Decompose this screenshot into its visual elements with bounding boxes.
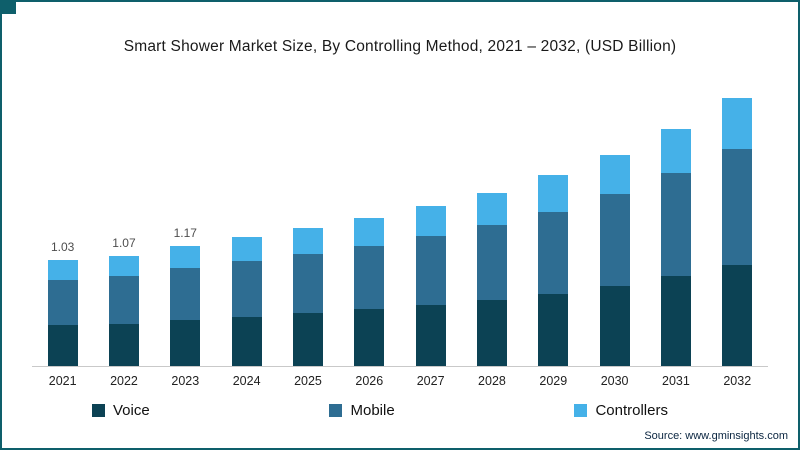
x-tick-2029: 2029 [539, 374, 568, 388]
segment-controllers [47, 259, 78, 280]
legend-swatch-icon [92, 404, 105, 417]
segment-voice [354, 309, 385, 366]
bar-2025 [292, 72, 323, 366]
source-attribution: Source: www.gminsights.com [644, 430, 788, 442]
segment-mobile [722, 148, 753, 266]
bar-stack [354, 217, 385, 366]
segment-controllers [231, 237, 262, 261]
legend-item-mobile: Mobile [329, 402, 395, 419]
x-tick-2028: 2028 [478, 374, 506, 388]
corner-decoration [2, 2, 16, 14]
segment-voice [538, 293, 569, 366]
bar-stack [170, 245, 201, 366]
segment-controllers [599, 154, 630, 195]
segment-voice [47, 324, 78, 366]
legend-label: Controllers [595, 402, 668, 419]
segment-controllers [354, 217, 385, 246]
bar-stack [538, 175, 569, 366]
x-axis-labels: 2021 2022 2023 2024 2025 2026 2027 2028 2029 2030… [32, 374, 768, 388]
segment-voice [660, 276, 691, 366]
x-tick-2024: 2024 [232, 374, 261, 388]
x-tick-2026: 2026 [355, 374, 384, 388]
bar-stack [599, 154, 630, 366]
bar-plot-area: 1.03 1.07 1.17 [32, 72, 768, 367]
bar-value-label: 1.03 [50, 239, 75, 254]
bar-2031 [660, 72, 691, 366]
segment-mobile [354, 245, 385, 310]
bar-stack [231, 237, 262, 366]
segment-controllers [722, 98, 753, 149]
bar-2023: 1.17 [170, 72, 201, 366]
segment-controllers [415, 206, 446, 237]
segment-mobile [292, 253, 323, 314]
segment-mobile [415, 236, 446, 306]
segment-voice [599, 285, 630, 366]
legend-item-voice: Voice [92, 402, 150, 419]
chart-legend: Voice Mobile Controllers [92, 402, 668, 419]
chart-title: Smart Shower Market Size, By Controlling… [123, 38, 677, 55]
x-tick-2032: 2032 [723, 374, 752, 388]
x-tick-2025: 2025 [294, 374, 322, 388]
segment-mobile [231, 260, 262, 317]
x-tick-2031: 2031 [662, 374, 690, 388]
segment-voice [108, 323, 139, 366]
bar-2029 [538, 72, 569, 366]
bar-2021: 1.03 [47, 72, 78, 366]
x-tick-2027: 2027 [416, 374, 445, 388]
bar-value-label: 1.17 [173, 225, 197, 240]
segment-controllers [292, 228, 323, 254]
bar-stack [292, 228, 323, 366]
segment-controllers [660, 129, 691, 174]
bar-2022: 1.07 [108, 72, 139, 366]
segment-controllers [476, 192, 507, 225]
x-tick-2030: 2030 [600, 374, 629, 388]
bar-stack [47, 259, 78, 366]
segment-mobile [538, 211, 569, 294]
segment-mobile [170, 268, 201, 320]
bar-2027 [415, 72, 446, 366]
segment-mobile [47, 279, 78, 325]
segment-mobile [599, 194, 630, 286]
bar-2032 [722, 72, 753, 366]
bar-value-label: 1.07 [112, 235, 136, 250]
legend-swatch-icon [574, 404, 588, 417]
legend-label: Voice [113, 402, 150, 419]
segment-controllers [108, 255, 139, 277]
legend-item-controllers: Controllers [574, 402, 668, 419]
x-tick-2023: 2023 [171, 374, 200, 388]
segment-voice [722, 265, 753, 366]
bar-stack [722, 98, 753, 366]
bar-stack [108, 255, 139, 366]
segment-voice [170, 319, 201, 366]
segment-voice [231, 316, 262, 366]
segment-mobile [476, 224, 507, 301]
bar-stack [476, 192, 507, 366]
x-tick-2022: 2022 [110, 374, 138, 388]
segment-mobile [660, 173, 691, 277]
segment-voice [476, 300, 507, 366]
legend-swatch-icon [329, 404, 343, 417]
bar-2028 [476, 72, 507, 366]
segment-voice [292, 313, 323, 366]
segment-controllers [538, 175, 569, 212]
bar-2024 [231, 72, 262, 366]
legend-label: Mobile [350, 402, 395, 419]
segment-voice [415, 305, 446, 366]
segment-mobile [108, 276, 139, 324]
bar-stack [415, 206, 446, 366]
segment-controllers [170, 245, 201, 269]
bar-2030 [599, 72, 630, 366]
bar-stack [660, 129, 691, 366]
x-tick-2021: 2021 [48, 374, 77, 388]
bar-2026 [354, 72, 385, 366]
